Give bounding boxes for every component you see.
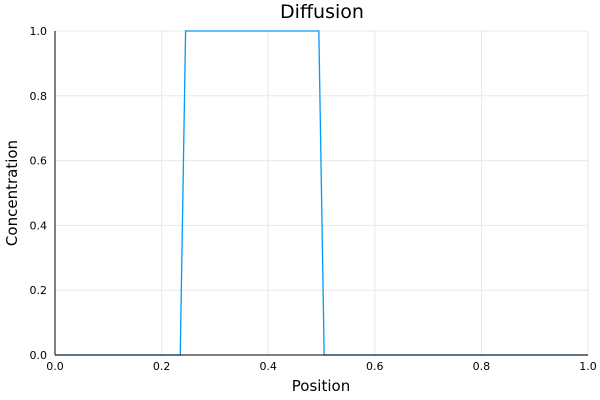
y-tick-label: 1.0 [30, 25, 48, 38]
series-layer [55, 30, 588, 356]
x-tick-labels: 0.0 0.2 0.4 0.6 0.8 1.0 [46, 360, 597, 373]
x-tick-label: 0.4 [259, 360, 277, 373]
y-tick-label: 0.0 [30, 349, 48, 362]
x-tick-label: 0.6 [366, 360, 384, 373]
x-tick-label: 0.8 [473, 360, 491, 373]
chart-title: Diffusion [280, 1, 364, 23]
x-tick-label: 0.0 [46, 360, 64, 373]
y-tick-labels: 0.0 0.2 0.4 0.6 0.8 1.0 [30, 25, 48, 362]
y-axis-label: Concentration [3, 140, 21, 246]
x-axis-label: Position [292, 377, 350, 395]
y-tick-label: 0.6 [30, 155, 48, 168]
x-tick-label: 1.0 [579, 360, 597, 373]
y-tick-label: 0.2 [30, 284, 48, 297]
x-tick-label: 0.2 [153, 360, 171, 373]
series-line-0 [55, 30, 588, 356]
y-tick-label: 0.8 [30, 90, 48, 103]
y-tick-label: 0.4 [30, 219, 48, 232]
